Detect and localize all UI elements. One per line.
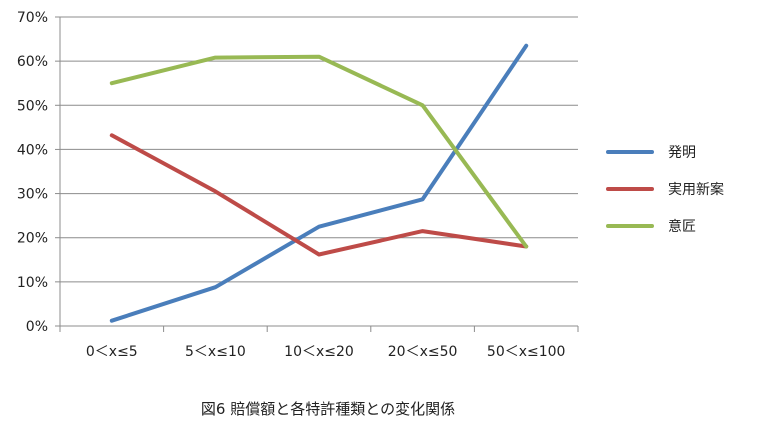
y-tick-label: 10%: [17, 275, 48, 291]
y-tick-label: 70%: [17, 10, 48, 26]
y-tick-label: 60%: [17, 54, 48, 70]
x-tick-label: 0＜x≤5: [86, 344, 138, 360]
y-tick-label: 50%: [17, 98, 48, 114]
legend-label: 実用新案: [668, 181, 724, 198]
y-tick-label: 40%: [17, 142, 48, 158]
y-tick-label: 20%: [17, 231, 48, 247]
legend-label: 意匠: [668, 218, 696, 235]
x-tick-label: 10＜x≤20: [284, 344, 354, 360]
y-tick-label: 30%: [17, 187, 48, 203]
x-tick-label: 50＜x≤100: [487, 344, 566, 360]
series-line: [109, 133, 529, 257]
y-axis: 0% 10% 20% 30% 40% 50% 60% 70%: [17, 10, 61, 335]
x-tick-label: 5＜x≤10: [185, 344, 246, 360]
series-line: [109, 54, 529, 249]
figure-caption: 図6 賠償額と各特許種類との変化関係: [201, 400, 455, 418]
y-tick-label: 0%: [26, 319, 48, 335]
x-axis: 0＜x≤5 5＜x≤10 10＜x≤20 20＜x≤50 50＜x≤100: [59, 325, 579, 360]
legend-label: 発明: [668, 145, 696, 161]
x-tick-label: 20＜x≤50: [388, 344, 458, 360]
grid-lines: [60, 16, 578, 327]
plot-area: [109, 43, 529, 323]
series-line: [109, 43, 529, 323]
